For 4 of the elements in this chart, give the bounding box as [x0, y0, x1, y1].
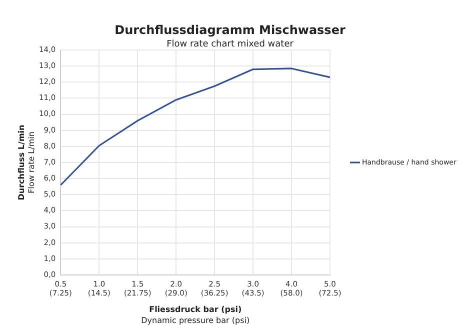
chart-subtitle: Flow rate chart mixed water	[166, 39, 294, 50]
y-axis-title: Durchfluss L/min Flow rate L/min	[16, 124, 36, 200]
chart-title: Durchflussdiagramm Mischwasser	[114, 23, 346, 38]
x-axis-title: Fliessdruck bar (psi) Dynamic pressure bar (psi)	[141, 305, 250, 325]
